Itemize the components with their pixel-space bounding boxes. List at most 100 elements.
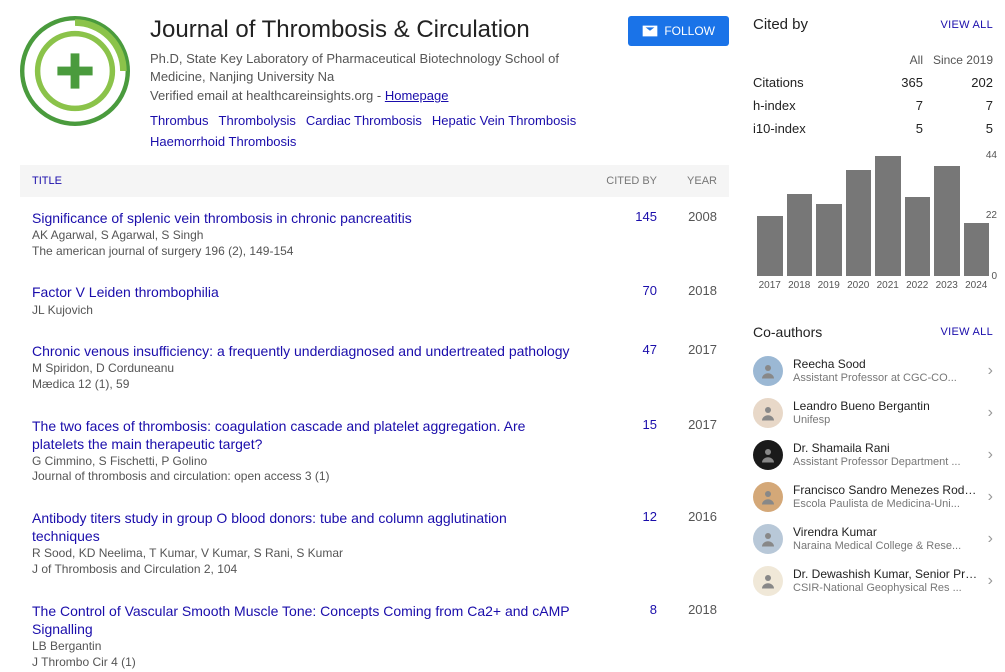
chart-bar[interactable] bbox=[846, 170, 872, 276]
coauthor-name: Reecha Sood bbox=[793, 357, 978, 371]
coauthor-avatar bbox=[753, 440, 783, 470]
article-row: Significance of splenic vein thrombosis … bbox=[20, 197, 729, 271]
chevron-right-icon: › bbox=[988, 530, 993, 548]
coauthor-info: Francisco Sandro Menezes RodriguesEscola… bbox=[793, 483, 978, 511]
article-title[interactable]: The Control of Vascular Smooth Muscle To… bbox=[32, 602, 577, 638]
coauthor-info: Reecha SoodAssistant Professor at CGC-CO… bbox=[793, 357, 978, 385]
article-year: 2018 bbox=[657, 283, 717, 318]
article-authors: LB Bergantin bbox=[32, 639, 577, 655]
coauthor-info: Dr. Dewashish Kumar, Senior Principa...C… bbox=[793, 567, 978, 595]
metric-all[interactable]: 7 bbox=[853, 98, 923, 113]
coauthor-row[interactable]: Dr. Shamaila RaniAssistant Professor Dep… bbox=[753, 434, 993, 476]
coauthor-avatar bbox=[753, 398, 783, 428]
chart-bars bbox=[753, 156, 993, 276]
metrics-row: Citations365202 bbox=[753, 71, 993, 94]
article-cited[interactable]: 47 bbox=[577, 342, 657, 392]
article-title[interactable]: Significance of splenic vein thrombosis … bbox=[32, 209, 577, 227]
coauthor-info: Leandro Bueno BergantinUnifesp bbox=[793, 399, 978, 427]
chart-bar[interactable] bbox=[787, 194, 813, 276]
coauthor-aff: Escola Paulista de Medicina-Uni... bbox=[793, 498, 978, 511]
metrics-since-head: Since 2019 bbox=[923, 53, 993, 67]
article-authors: M Spiridon, D Corduneanu bbox=[32, 361, 577, 377]
metrics-rows: Citations365202h-index77i10-index55 bbox=[753, 71, 993, 140]
keyword-link[interactable]: Cardiac Thrombosis bbox=[306, 111, 422, 132]
article-authors: AK Agarwal, S Agarwal, S Singh bbox=[32, 228, 577, 244]
profile-info: Journal of Thrombosis & Circulation Ph.D… bbox=[150, 16, 608, 153]
chart-bar[interactable] bbox=[964, 223, 990, 276]
articles-list: Significance of splenic vein thrombosis … bbox=[20, 197, 729, 672]
profile-verified: Verified email at healthcareinsights.org… bbox=[150, 88, 608, 103]
metric-all[interactable]: 5 bbox=[853, 121, 923, 136]
citations-chart: 44 22 0 20172018201920202021202220232024 bbox=[753, 156, 993, 296]
coauthor-aff: CSIR-National Geophysical Res ... bbox=[793, 582, 978, 595]
article-venue: The american journal of surgery 196 (2),… bbox=[32, 244, 577, 260]
chart-year-label: 2023 bbox=[934, 280, 960, 291]
article-venue: J of Thrombosis and Circulation 2, 104 bbox=[32, 562, 577, 578]
chart-bar[interactable] bbox=[934, 166, 960, 276]
coauthor-row[interactable]: Virendra KumarNaraina Medical College & … bbox=[753, 518, 993, 560]
article-cited[interactable]: 8 bbox=[577, 602, 657, 671]
chart-year-label: 2022 bbox=[905, 280, 931, 291]
keyword-link[interactable]: Thrombus bbox=[150, 111, 209, 132]
chart-bar[interactable] bbox=[757, 216, 783, 276]
metric-since[interactable]: 202 bbox=[923, 75, 993, 90]
homepage-link[interactable]: Homepage bbox=[385, 88, 449, 103]
chevron-right-icon: › bbox=[988, 404, 993, 422]
article-cited[interactable]: 15 bbox=[577, 417, 657, 486]
cited-by-view-all[interactable]: VIEW ALL bbox=[940, 19, 993, 31]
chart-year-label: 2024 bbox=[964, 280, 990, 291]
metric-since[interactable]: 5 bbox=[923, 121, 993, 136]
coauthor-aff: Unifesp bbox=[793, 414, 978, 427]
col-title-header[interactable]: TITLE bbox=[32, 175, 577, 187]
col-cited-header[interactable]: CITED BY bbox=[577, 175, 657, 187]
chart-year-label: 2019 bbox=[816, 280, 842, 291]
article-row: Chronic venous insufficiency: a frequent… bbox=[20, 330, 729, 404]
coauthor-aff: Naraina Medical College & Rese... bbox=[793, 540, 978, 553]
coauthors-view-all[interactable]: VIEW ALL bbox=[940, 326, 993, 338]
article-title[interactable]: The two faces of thrombosis: coagulation… bbox=[32, 417, 577, 453]
keyword-link[interactable]: Hepatic Vein Thrombosis bbox=[432, 111, 576, 132]
profile-affiliation: Ph.D, State Key Laboratory of Pharmaceut… bbox=[150, 50, 608, 86]
article-venue: J Thrombo Cir 4 (1) bbox=[32, 655, 577, 671]
keyword-link[interactable]: Thrombolysis bbox=[219, 111, 296, 132]
coauthor-name: Dr. Shamaila Rani bbox=[793, 441, 978, 455]
article-year: 2017 bbox=[657, 417, 717, 486]
cited-by-header: Cited by VIEW ALL bbox=[753, 16, 993, 33]
follow-wrap: FOLLOW bbox=[628, 16, 729, 153]
chart-bar[interactable] bbox=[905, 197, 931, 276]
metrics-head: All Since 2019 bbox=[753, 49, 993, 71]
keyword-link[interactable]: Haemorrhoid Thrombosis bbox=[150, 132, 296, 153]
metric-all[interactable]: 365 bbox=[853, 75, 923, 90]
metric-since[interactable]: 7 bbox=[923, 98, 993, 113]
article-cited[interactable]: 12 bbox=[577, 509, 657, 578]
metric-label: i10-index bbox=[753, 121, 853, 136]
chart-bar[interactable] bbox=[875, 156, 901, 276]
chevron-right-icon: › bbox=[988, 446, 993, 464]
coauthors-header: Co-authors VIEW ALL bbox=[753, 324, 993, 340]
article-row: Antibody titers study in group O blood d… bbox=[20, 497, 729, 590]
coauthor-name: Francisco Sandro Menezes Rodrigues bbox=[793, 483, 978, 497]
coauthor-row[interactable]: Dr. Dewashish Kumar, Senior Principa...C… bbox=[753, 560, 993, 602]
coauthor-row[interactable]: Francisco Sandro Menezes RodriguesEscola… bbox=[753, 476, 993, 518]
col-year-header[interactable]: YEAR bbox=[657, 175, 717, 187]
article-title[interactable]: Chronic venous insufficiency: a frequent… bbox=[32, 342, 577, 360]
mail-icon bbox=[642, 25, 658, 37]
chart-bar[interactable] bbox=[816, 204, 842, 276]
article-cited[interactable]: 70 bbox=[577, 283, 657, 318]
coauthor-row[interactable]: Leandro Bueno BergantinUnifesp › bbox=[753, 392, 993, 434]
chart-year-label: 2018 bbox=[787, 280, 813, 291]
article-cited[interactable]: 145 bbox=[577, 209, 657, 259]
article-year: 2018 bbox=[657, 602, 717, 671]
chart-year-label: 2020 bbox=[846, 280, 872, 291]
metrics-all-head: All bbox=[853, 53, 923, 67]
coauthor-avatar bbox=[753, 482, 783, 512]
coauthor-avatar bbox=[753, 524, 783, 554]
coauthor-name: Virendra Kumar bbox=[793, 525, 978, 539]
chevron-right-icon: › bbox=[988, 362, 993, 380]
coauthor-aff: Assistant Professor at CGC-CO... bbox=[793, 372, 978, 385]
follow-button[interactable]: FOLLOW bbox=[628, 16, 729, 46]
coauthor-row[interactable]: Reecha SoodAssistant Professor at CGC-CO… bbox=[753, 350, 993, 392]
article-title[interactable]: Factor V Leiden thrombophilia bbox=[32, 283, 577, 301]
article-title[interactable]: Antibody titers study in group O blood d… bbox=[32, 509, 577, 545]
article-row: The Control of Vascular Smooth Muscle To… bbox=[20, 590, 729, 672]
